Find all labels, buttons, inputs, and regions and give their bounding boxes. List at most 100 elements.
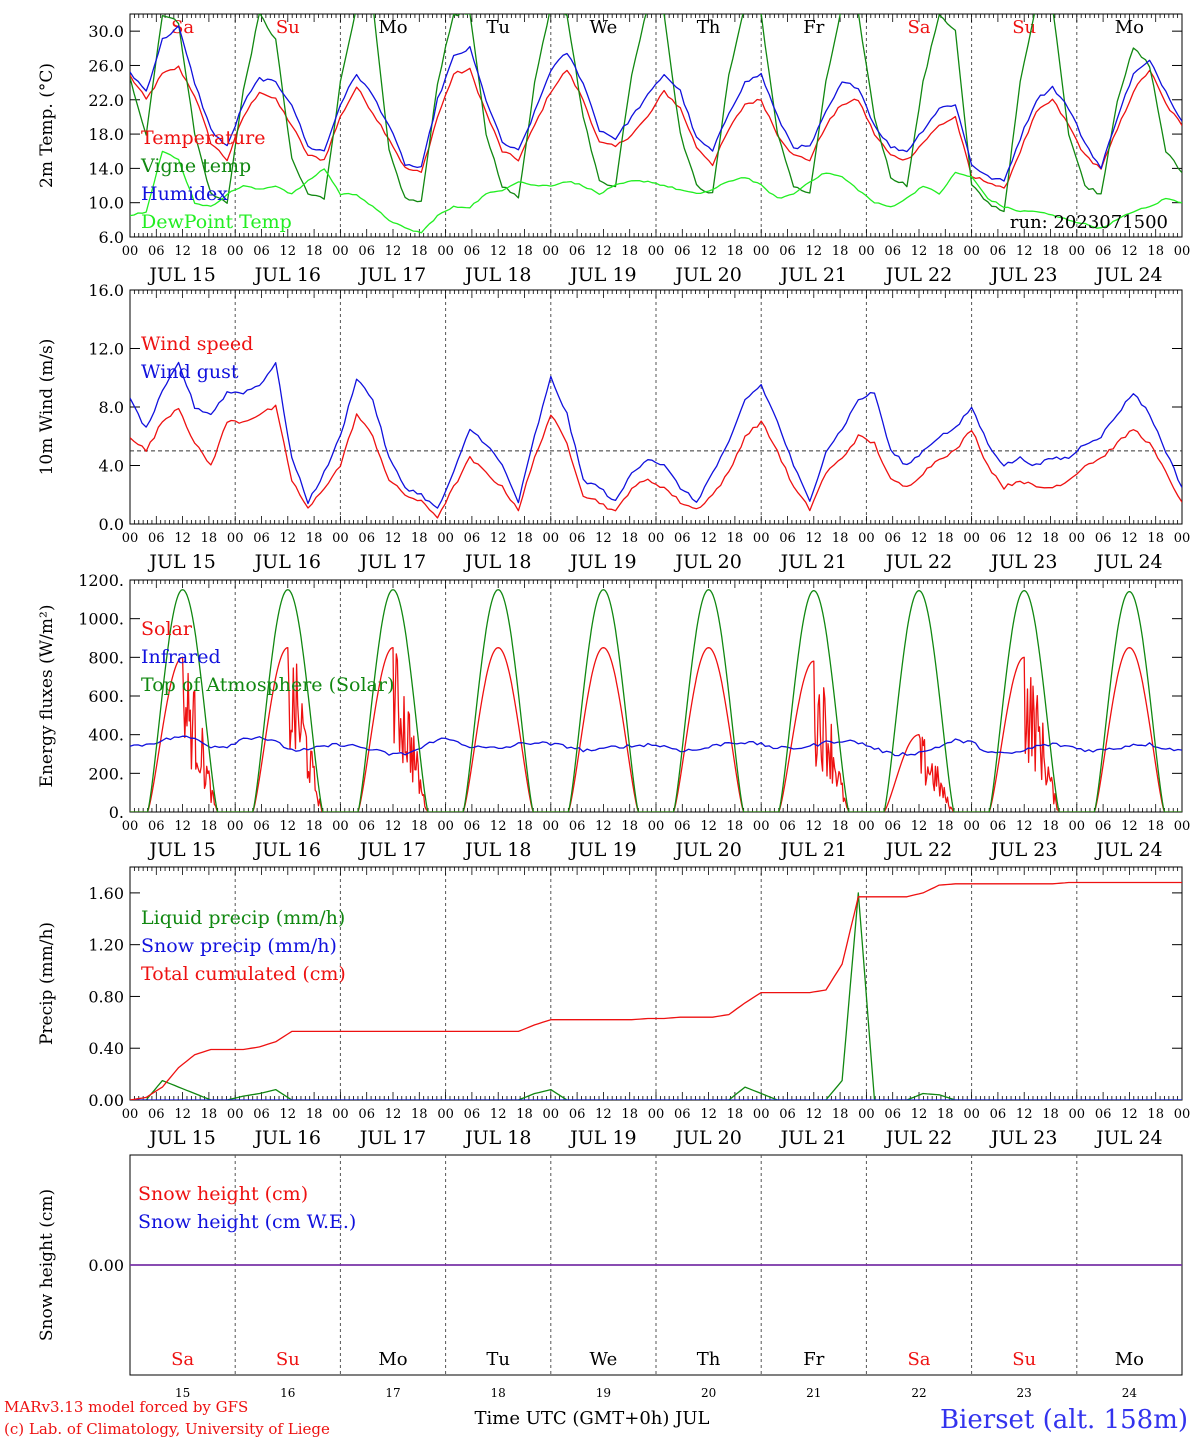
x-hour-label: 00 bbox=[122, 1107, 139, 1122]
x-hour-label: 06 bbox=[884, 244, 901, 259]
x-hour-label: 18 bbox=[201, 244, 218, 259]
x-date-label: JUL 24 bbox=[1094, 264, 1162, 286]
x-date-label: JUL 16 bbox=[253, 264, 321, 286]
y-tick-label: 0.00 bbox=[88, 1256, 124, 1275]
y-tick-label: 600. bbox=[88, 687, 124, 706]
chart-panel-1: 6.0 10.0 14.0 18.0 22.0 26.0 30.0 2m Temp. (°C)… bbox=[37, 13, 1191, 286]
x-hour-label: 12 bbox=[490, 1107, 507, 1122]
y-tick-label: 1200. bbox=[78, 571, 124, 590]
x-hour-label: 12 bbox=[700, 1107, 717, 1122]
x-date-label: JUL 15 bbox=[147, 839, 215, 861]
x-hour-label: 00 bbox=[1069, 244, 1086, 259]
x-hour-label: 06 bbox=[884, 531, 901, 546]
y-axis-title: Precip (mm/h) bbox=[37, 922, 57, 1045]
x-hour-label: 12 bbox=[280, 819, 297, 834]
weekday-label: Sa bbox=[171, 17, 194, 38]
x-hour-label: 18 bbox=[832, 1107, 849, 1122]
x-date-label: JUL 15 bbox=[147, 551, 215, 573]
y-tick-label: 30.0 bbox=[88, 22, 124, 41]
x-hour-label: 12 bbox=[1121, 531, 1138, 546]
x-hour-label: 18 bbox=[621, 244, 638, 259]
x-hour-label: 18 bbox=[516, 244, 533, 259]
x-hour-label: 00 bbox=[963, 531, 980, 546]
x-hour-label: 18 bbox=[1042, 531, 1059, 546]
y-tick-label: 22.0 bbox=[88, 91, 124, 110]
y-tick-label: 14.0 bbox=[88, 159, 124, 178]
x-hour-label: 12 bbox=[806, 244, 823, 259]
x-hour-label: 06 bbox=[674, 1107, 691, 1122]
wind-gust-line bbox=[130, 361, 1182, 509]
x-hour-label: 00 bbox=[437, 244, 454, 259]
x-hour-labels: 00 06 12 18 JUL 15 00 06 12 18 JUL 16 00 06 12 18 JUL … bbox=[122, 531, 1191, 573]
date-number-label: 22 bbox=[911, 1386, 926, 1400]
x-hour-label: 06 bbox=[674, 531, 691, 546]
y-axis-title: Energy fluxes (W/m²) bbox=[37, 605, 57, 788]
x-hour-label: 00 bbox=[753, 819, 770, 834]
x-hour-label: 00 bbox=[1069, 819, 1086, 834]
x-date-label: JUL 24 bbox=[1094, 1127, 1162, 1149]
y-tick-label: 16.0 bbox=[88, 281, 124, 300]
x-hour-label: 12 bbox=[385, 1107, 402, 1122]
x-hour-label: 06 bbox=[779, 531, 796, 546]
date-number-label: 21 bbox=[806, 1386, 821, 1400]
x-hour-label: 12 bbox=[174, 1107, 191, 1122]
y-tick-label: 200. bbox=[88, 764, 124, 783]
date-number-label: 15 bbox=[175, 1386, 190, 1400]
x-hour-label: 12 bbox=[174, 819, 191, 834]
date-number-label: 18 bbox=[491, 1386, 506, 1400]
x-hour-label: 06 bbox=[253, 819, 270, 834]
x-hour-label: 00 bbox=[332, 819, 349, 834]
x-hour-label: 12 bbox=[1121, 1107, 1138, 1122]
x-hour-label: 06 bbox=[1095, 819, 1112, 834]
x-hour-label: 18 bbox=[937, 531, 954, 546]
x-hour-label: 06 bbox=[358, 531, 375, 546]
x-date-label: JUL 19 bbox=[568, 839, 636, 861]
series-group bbox=[130, 361, 1182, 519]
weekday-labels: Sa Su Mo Tu We Th Fr Sa Su Mo bbox=[171, 17, 1144, 38]
x-hour-label: 18 bbox=[727, 244, 744, 259]
x-date-label: JUL 20 bbox=[673, 551, 741, 573]
legend-entry: Snow precip (mm/h) bbox=[141, 935, 337, 957]
x-hour-label: 06 bbox=[569, 819, 586, 834]
run-annotation: run: 2023071500 bbox=[1010, 212, 1168, 233]
x-hour-label: 00 bbox=[648, 1107, 665, 1122]
x-hour-label: 18 bbox=[411, 244, 428, 259]
x-hour-labels: 00 06 12 18 JUL 15 00 06 12 18 JUL 16 00 06 12 18 JUL … bbox=[122, 244, 1191, 286]
x-hour-label: 00 bbox=[753, 1107, 770, 1122]
legend-entry: Wind speed bbox=[141, 333, 253, 355]
x-hour-label: 18 bbox=[1147, 531, 1164, 546]
x-hour-label: 18 bbox=[832, 819, 849, 834]
x-hour-label: 12 bbox=[1016, 819, 1033, 834]
y-tick-label: 4.0 bbox=[99, 457, 124, 476]
series-group bbox=[130, 881, 1182, 1100]
x-hour-label: 06 bbox=[253, 531, 270, 546]
x-date-label: JUL 24 bbox=[1094, 551, 1162, 573]
x-date-label: JUL 22 bbox=[884, 264, 952, 286]
x-date-label: JUL 24 bbox=[1094, 839, 1162, 861]
y-tick-labels: 6.0 10.0 14.0 18.0 22.0 26.0 30.0 bbox=[88, 22, 1182, 247]
x-hour-label: 06 bbox=[1095, 531, 1112, 546]
x-hour-label: 06 bbox=[884, 1107, 901, 1122]
legend-entry: Liquid precip (mm/h) bbox=[141, 907, 345, 929]
x-hour-label: 12 bbox=[700, 531, 717, 546]
weekday-label: Th bbox=[697, 17, 721, 38]
x-hour-label: 12 bbox=[280, 244, 297, 259]
x-hour-label: 00 bbox=[543, 1107, 560, 1122]
x-date-label: JUL 22 bbox=[884, 1127, 952, 1149]
model-credit: MARv3.13 model forced by GFS bbox=[4, 1398, 248, 1416]
legend-entry: Solar bbox=[141, 618, 193, 640]
x-date-label: JUL 17 bbox=[358, 839, 426, 861]
x-hour-label: 06 bbox=[464, 531, 481, 546]
legend: Liquid precip (mm/h) Snow precip (mm/h) To… bbox=[141, 907, 346, 985]
y-tick-label: 6.0 bbox=[99, 228, 124, 247]
x-hour-label: 00 bbox=[858, 1107, 875, 1122]
y-tick-label: 18.0 bbox=[88, 125, 124, 144]
x-hour-label: 06 bbox=[358, 244, 375, 259]
x-hour-label: 06 bbox=[779, 819, 796, 834]
legend-entry: Wind gust bbox=[141, 361, 239, 383]
y-tick-labels: 0. 200. 400. 600. 800. 1000. 1200. bbox=[78, 571, 1182, 822]
x-hour-label: 00 bbox=[227, 244, 244, 259]
temperature-line bbox=[130, 65, 1182, 189]
x-hour-label: 00 bbox=[227, 531, 244, 546]
